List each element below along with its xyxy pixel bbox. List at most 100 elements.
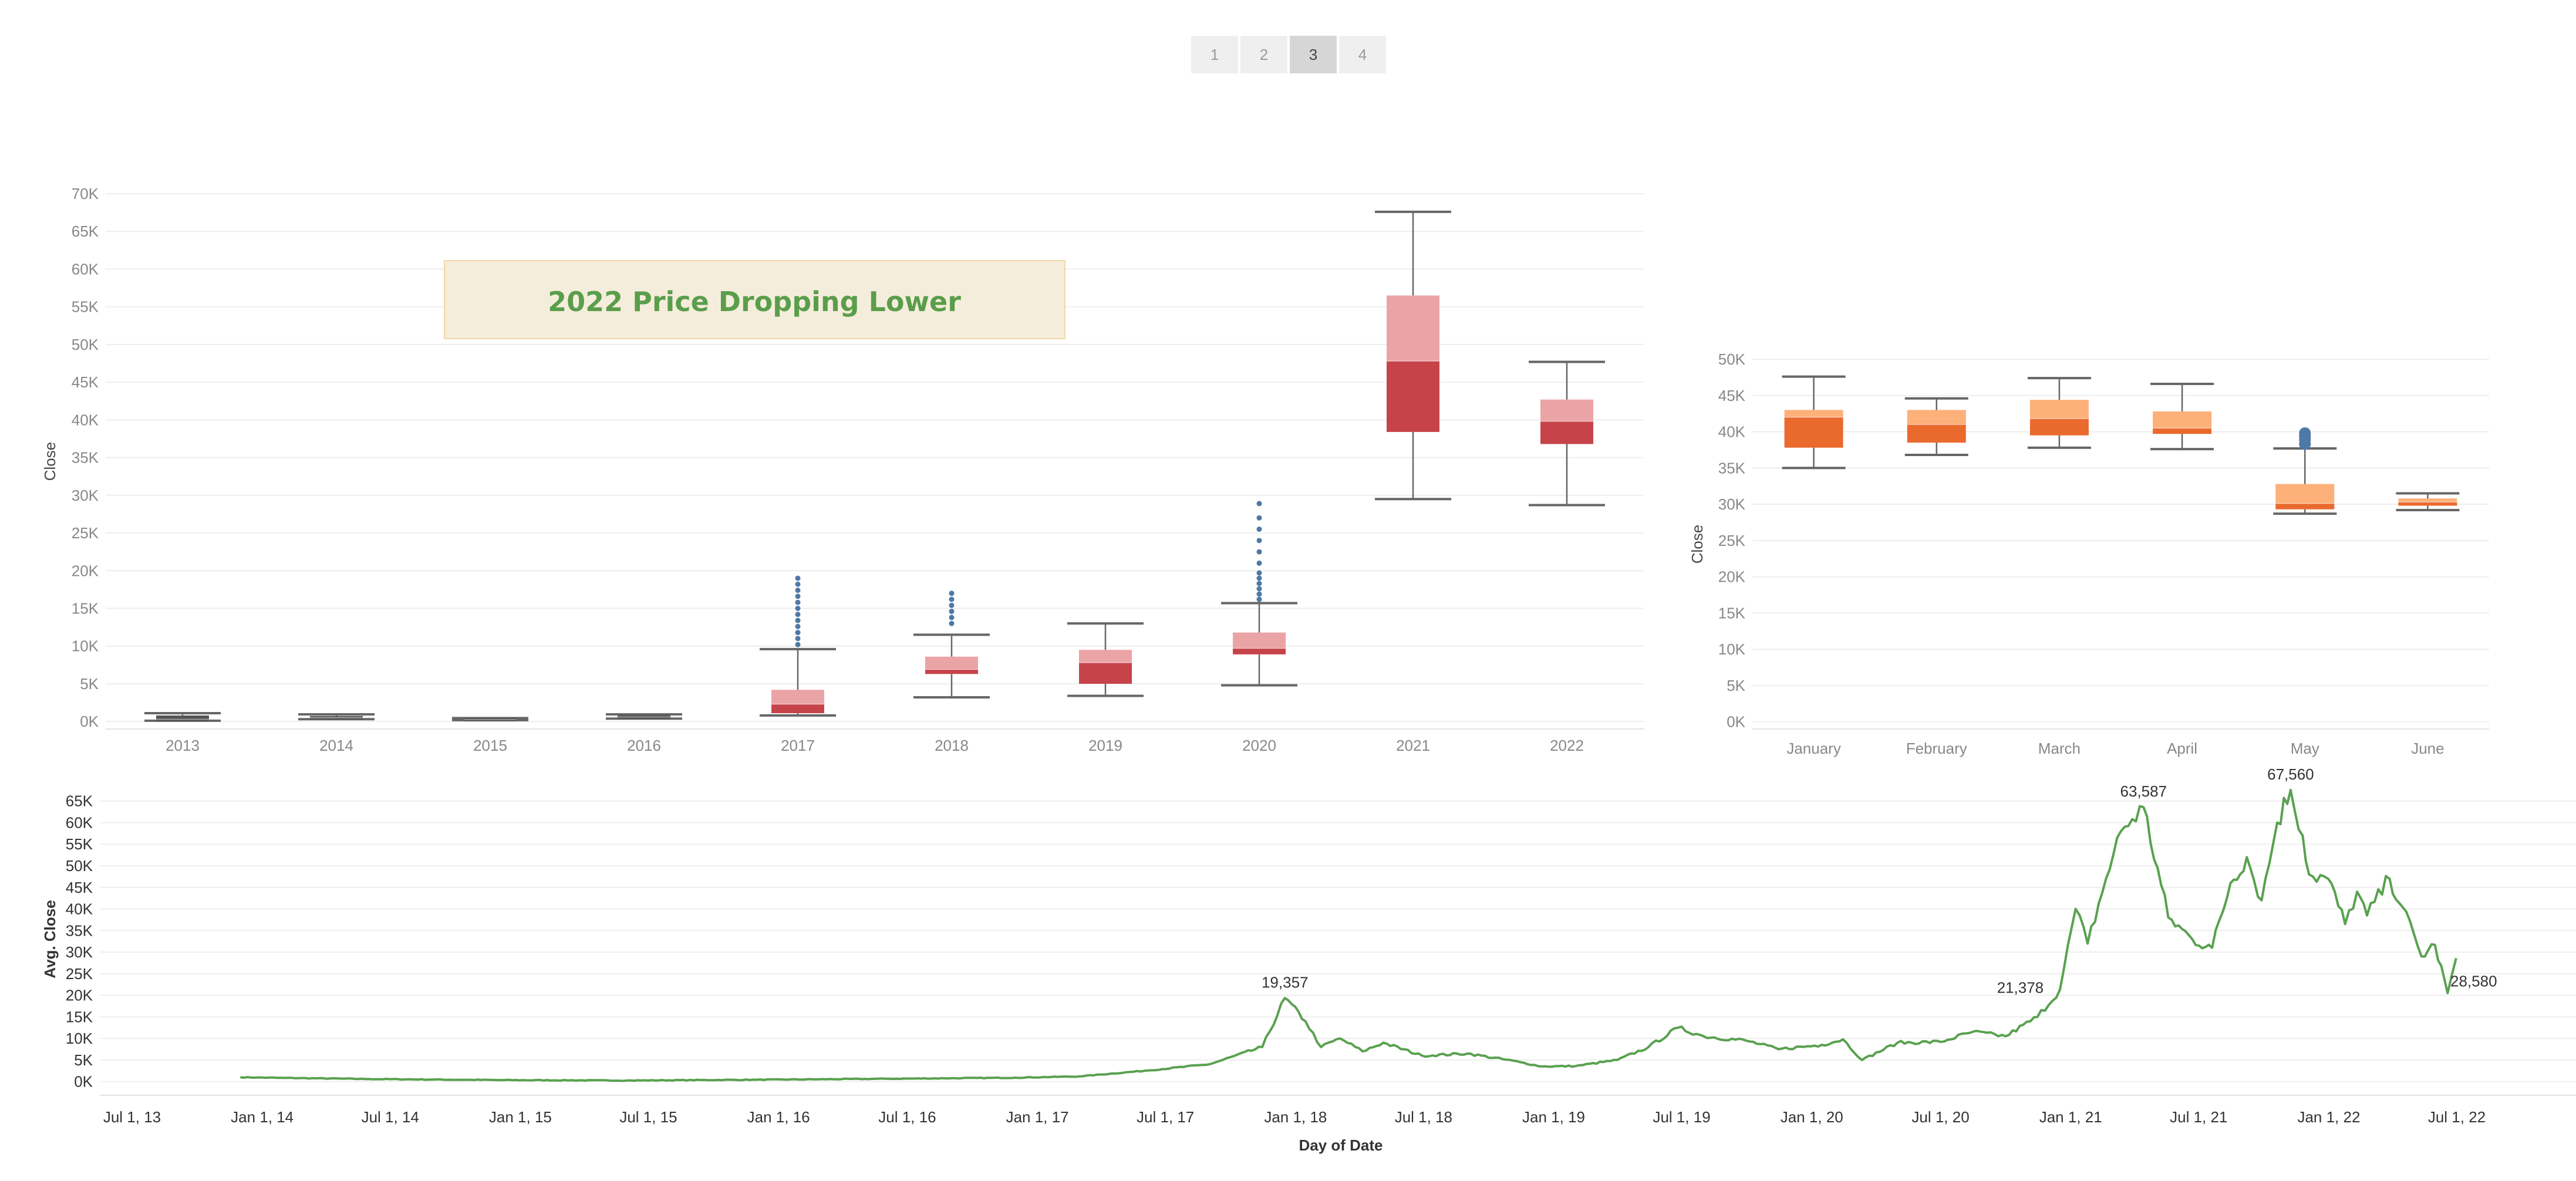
outlier-point [795,605,801,611]
box-upper-2015 [464,717,517,720]
y-tick-label: 20K [72,562,99,579]
x-tick-label: 2019 [1088,737,1122,754]
x-tick-label: Jul 1, 22 [2428,1108,2486,1126]
x-tick-label: Jul 1, 15 [619,1108,677,1126]
x-tick-label: Jul 1, 17 [1137,1108,1194,1126]
box-upper-2020 [1233,632,1286,649]
outlier-point [949,620,955,626]
x-tick-label: Jan 1, 15 [489,1108,552,1126]
daily-line-chart: 0K 5K 10K 15K 20K 25K 30K 35K 40K 45K 50K 55K 60K 65K… [41,765,2576,1154]
box-upper-2016 [618,715,670,717]
outlier-point [949,615,955,620]
y-axis-title: Avg. Close [41,900,59,978]
box-lower-June [2398,502,2457,506]
box-upper-April [2153,411,2212,428]
x-tick-label: Jan 1, 18 [1264,1108,1327,1126]
box-lower-2013 [156,719,209,721]
outlier-point [1256,515,1262,521]
monthly-box-plot: 0K 5K 10K 15K 20K 25K 30K 35K 40K 45K 50K Close Janu… [1688,350,2489,757]
box-upper-2014 [310,716,363,718]
box-upper-2022 [1540,399,1593,421]
outlier-point [795,642,801,647]
box-lower-2022 [1540,421,1593,444]
outlier-point [795,623,801,629]
x-tick-label: 2013 [166,737,200,754]
x-tick-label: Jul 1, 13 [103,1108,161,1126]
y-tick-label: 50K [72,336,99,353]
x-tick-label: April [2167,740,2197,757]
y-tick-label: 50K [1718,350,1746,368]
box-upper-January [1784,410,1843,417]
outlier-point [795,588,801,593]
y-tick-label: 25K [1718,532,1746,549]
y-tick-label: 60K [72,260,99,278]
y-tick-label: 5K [74,1051,93,1069]
outlier-point [1256,575,1262,581]
outlier-point [1256,591,1262,597]
x-axis-title: Day of Date [1299,1136,1383,1154]
y-tick-label: 20K [66,987,93,1004]
box-lower-2021 [1387,361,1439,432]
x-tick-label: Jul 1, 14 [362,1108,419,1126]
x-tick-label: Jan 1, 22 [2297,1108,2360,1126]
y-tick-label: 25K [66,965,93,983]
outlier-point [949,590,955,596]
x-tick-label: Jan 1, 20 [1781,1108,1843,1126]
annotation-box [444,260,1066,339]
y-tick-label: 35K [1718,459,1746,477]
y-tick-label: 35K [72,449,99,467]
y-axis-title: Close [1688,525,1706,563]
y-tick-label: 50K [66,857,93,875]
x-tick-label: 2018 [935,737,969,754]
y-tick-label: 30K [72,487,99,504]
outlier-point [1256,596,1262,602]
peak-label: 21,378 [1997,978,2044,996]
y-tick-label: 40K [72,411,99,428]
x-tick-label: 2020 [1242,737,1276,754]
outlier-point [795,636,801,642]
box-upper-March [2029,400,2089,419]
box-upper-2017 [771,690,824,704]
y-tick-label: 0K [74,1073,93,1091]
box-upper-June [2398,498,2457,502]
x-tick-label: Jul 1, 19 [1653,1108,1710,1126]
box-lower-January [1784,417,1843,448]
page-4-button[interactable]: 4 [1339,36,1386,73]
outlier-point [2299,427,2311,439]
y-tick-label: 45K [72,373,99,391]
y-tick-label: 15K [66,1008,93,1025]
x-tick-label: January [1786,740,1841,757]
outlier-point [795,599,801,605]
outlier-point [1256,586,1262,592]
y-tick-label: 20K [1718,568,1746,586]
y-tick-label: 70K [72,185,99,203]
x-tick-label: Jan 1, 19 [1522,1108,1585,1126]
peak-label: 67,560 [2267,765,2314,783]
x-tick-label: Jan 1, 14 [231,1108,294,1126]
outlier-point [1256,538,1262,544]
outlier-point [1256,570,1262,576]
box-lower-March [2029,419,2089,436]
page-2-button[interactable]: 2 [1240,36,1287,73]
outlier-point [795,575,801,581]
y-tick-label: 65K [66,792,93,810]
outlier-point [1256,549,1262,555]
y-tick-label: 55K [66,835,93,853]
outlier-point [1256,560,1262,566]
y-tick-label: 15K [1718,604,1746,622]
peak-label: 19,357 [1262,973,1309,991]
peak-label: 28,580 [2450,973,2497,990]
outlier-point [795,618,801,623]
y-tick-label: 5K [1727,677,1745,694]
x-tick-label: Jul 1, 21 [2170,1108,2227,1126]
peak-label: 63,587 [2120,782,2167,800]
page-3-button[interactable]: 3 [1290,36,1337,73]
box-lower-2019 [1079,662,1132,684]
box-upper-February [1907,410,1966,425]
outlier-point [949,609,955,615]
box-lower-February [1907,424,1966,443]
outlier-point [1256,527,1262,532]
y-tick-label: 0K [80,713,99,730]
page-1-button[interactable]: 1 [1191,36,1238,73]
